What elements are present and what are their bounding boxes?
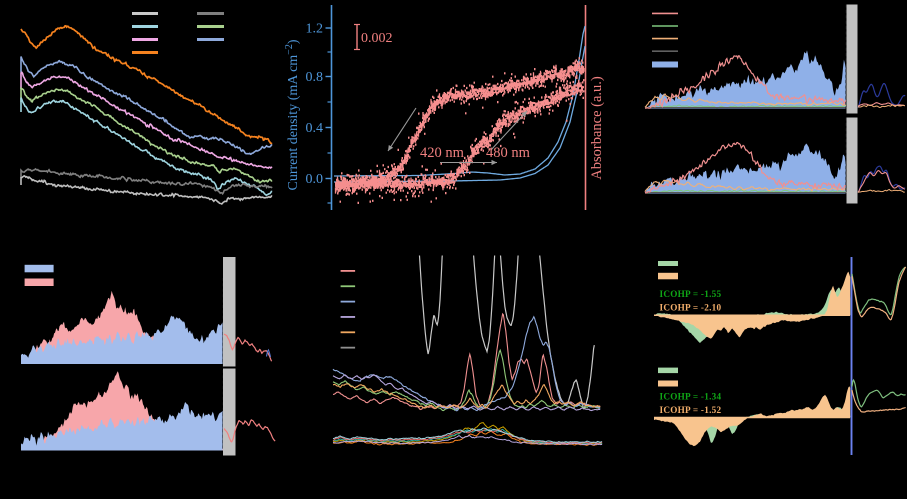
svg-text:0.4: 0.4 [306, 121, 324, 136]
svg-text:0.8: 0.8 [306, 70, 324, 85]
svg-text:ICOHP = -2.10: ICOHP = -2.10 [660, 303, 722, 313]
svg-text:ICOHP = -1.34: ICOHP = -1.34 [660, 391, 722, 401]
svg-text:0.0: 0.0 [306, 172, 324, 187]
svg-text:ICOHP = -1.52: ICOHP = -1.52 [660, 405, 722, 415]
svg-text:420 nm: 420 nm [420, 145, 465, 161]
svg-text:ICOHP = -1.55: ICOHP = -1.55 [660, 289, 722, 299]
svg-text:Current density (mA cm−2): Current density (mA cm−2) [284, 39, 302, 190]
svg-text:Absorbance (a.u.): Absorbance (a.u.) [589, 76, 605, 180]
svg-text:480 nm: 480 nm [486, 145, 531, 161]
svg-text:1.2: 1.2 [306, 22, 324, 37]
svg-text:0.002: 0.002 [361, 31, 393, 46]
